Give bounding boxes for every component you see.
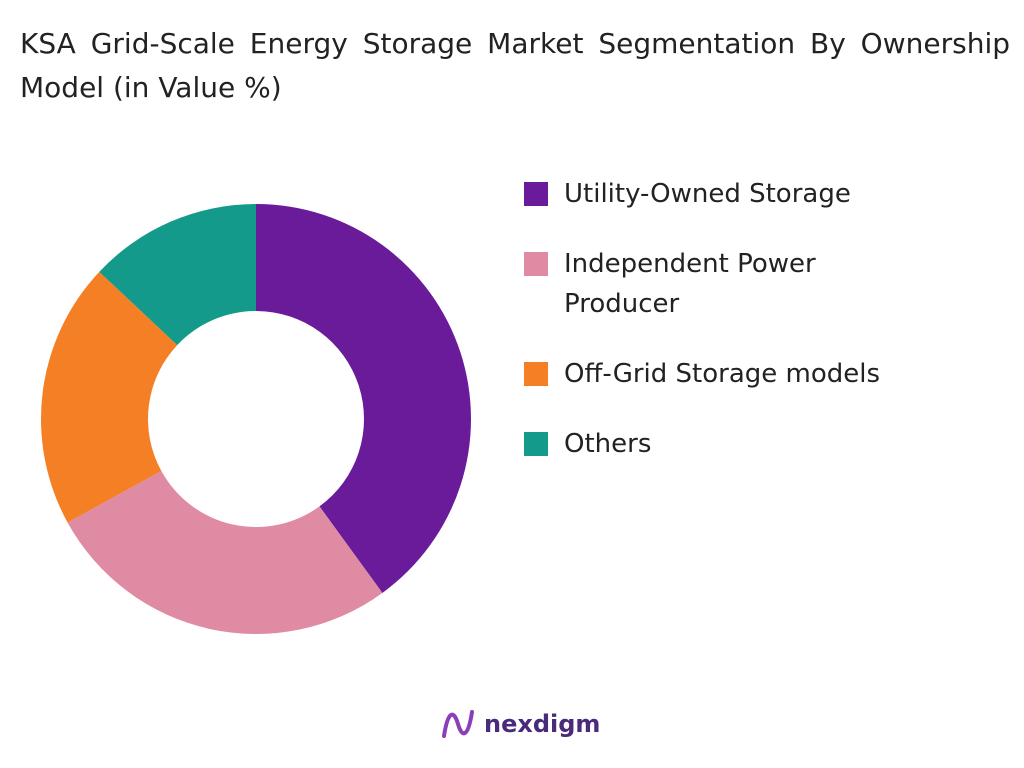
legend-item: Utility-Owned Storage xyxy=(524,174,904,214)
legend-label: Others xyxy=(564,429,652,459)
legend-swatch xyxy=(524,252,548,276)
legend-item: Independent Power Producer xyxy=(524,244,904,324)
chart xyxy=(40,204,471,634)
chart-title: KSA Grid-Scale Energy Storage Market Seg… xyxy=(20,27,1010,104)
logo: nexdigm xyxy=(440,706,600,742)
legend-swatch xyxy=(524,432,548,456)
legend: Utility-Owned Storage Independent Power P… xyxy=(524,174,904,494)
legend-label: Independent Power Producer xyxy=(564,249,816,319)
legend-swatch xyxy=(524,182,548,206)
logo-icon xyxy=(442,710,474,738)
legend-item: Others xyxy=(524,424,904,464)
logo-text: nexdigm xyxy=(484,710,601,738)
legend-label: Off-Grid Storage models xyxy=(564,359,881,389)
legend-swatch xyxy=(524,362,548,386)
legend-label: Utility-Owned Storage xyxy=(564,179,851,209)
legend-item: Off-Grid Storage models xyxy=(524,354,904,394)
donut-slice xyxy=(99,204,256,346)
donut-slice xyxy=(256,204,471,593)
donut-slice xyxy=(40,271,178,523)
donut-slice xyxy=(67,471,383,634)
